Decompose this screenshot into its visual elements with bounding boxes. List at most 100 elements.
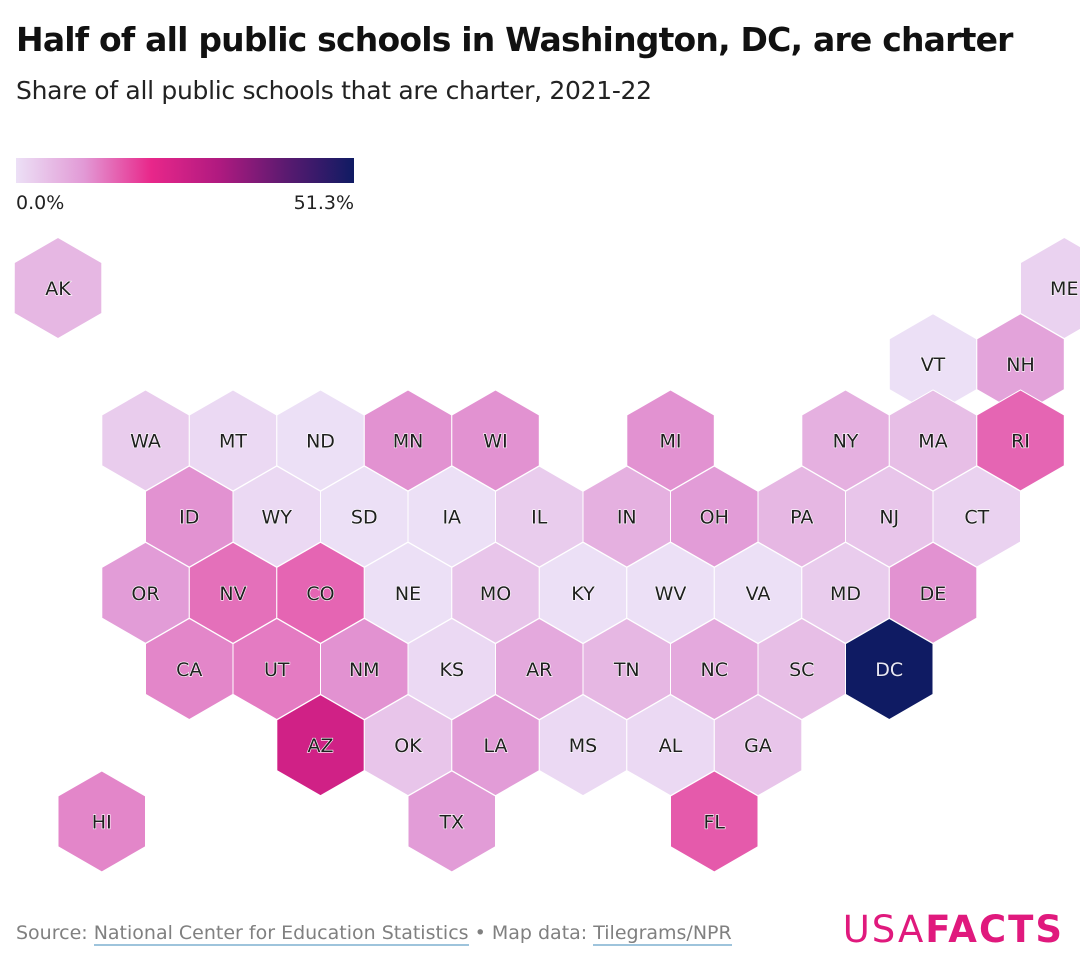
state-label-wv: WV bbox=[655, 583, 687, 605]
state-hex-ak[interactable] bbox=[13, 236, 103, 340]
state-nj[interactable]: NJ bbox=[845, 465, 934, 568]
state-label-in: IN bbox=[617, 507, 637, 529]
legend-max-label: 51.3% bbox=[293, 192, 354, 214]
legend-gradient-bar bbox=[16, 158, 354, 183]
state-wv[interactable]: WV bbox=[626, 541, 715, 644]
state-label-nc: NC bbox=[701, 659, 728, 681]
state-label-de: DE bbox=[920, 583, 947, 605]
state-tx[interactable]: TX bbox=[407, 770, 496, 873]
state-label-la: LA bbox=[483, 735, 507, 757]
state-mo[interactable]: MO bbox=[451, 541, 540, 644]
state-wa[interactable]: WA bbox=[101, 389, 190, 492]
state-hex-fl[interactable] bbox=[670, 770, 759, 873]
state-label-mo: MO bbox=[480, 583, 511, 605]
state-label-nh: NH bbox=[1006, 354, 1035, 376]
chart-title: Half of all public schools in Washington… bbox=[16, 20, 1013, 59]
usafacts-logo: USAFACTS bbox=[843, 908, 1064, 951]
state-hi[interactable]: HI bbox=[57, 770, 146, 873]
state-label-mn: MN bbox=[393, 430, 424, 452]
state-label-ne: NE bbox=[395, 583, 421, 605]
state-label-nd: ND bbox=[306, 430, 335, 452]
state-hex-dc[interactable] bbox=[845, 617, 934, 721]
state-hex-hi[interactable] bbox=[57, 770, 146, 873]
state-label-co: CO bbox=[306, 583, 334, 605]
state-ms[interactable]: MS bbox=[538, 694, 628, 797]
state-ia[interactable]: IA bbox=[407, 465, 496, 568]
logo-usa: USA bbox=[842, 908, 926, 951]
state-label-me: ME bbox=[1050, 278, 1078, 300]
state-label-ok: OK bbox=[394, 735, 422, 757]
state-in[interactable]: IN bbox=[582, 465, 671, 568]
state-ak[interactable]: AK bbox=[13, 236, 103, 340]
state-label-ny: NY bbox=[833, 430, 859, 452]
state-co[interactable]: CO bbox=[276, 541, 365, 644]
state-hex-tx[interactable] bbox=[407, 770, 496, 873]
state-label-tn: TN bbox=[613, 659, 640, 681]
logo-facts: FACTS bbox=[925, 908, 1064, 951]
state-label-nm: NM bbox=[349, 659, 380, 681]
state-fl[interactable]: FL bbox=[670, 770, 759, 873]
state-label-ar: AR bbox=[526, 659, 552, 681]
state-ne[interactable]: NE bbox=[363, 541, 453, 644]
state-al[interactable]: AL bbox=[626, 694, 715, 797]
state-oh[interactable]: OH bbox=[670, 465, 759, 568]
state-tn[interactable]: TN bbox=[582, 617, 671, 721]
state-label-id: ID bbox=[179, 507, 199, 529]
state-label-ks: KS bbox=[439, 659, 464, 681]
state-label-ky: KY bbox=[571, 583, 595, 605]
state-la[interactable]: LA bbox=[451, 694, 540, 797]
state-label-oh: OH bbox=[700, 507, 729, 529]
state-label-pa: PA bbox=[790, 507, 813, 529]
state-label-or: OR bbox=[131, 583, 159, 605]
state-label-ri: RI bbox=[1011, 430, 1030, 452]
state-label-ut: UT bbox=[264, 659, 290, 681]
state-label-sc: SC bbox=[789, 659, 814, 681]
state-wi[interactable]: WI bbox=[451, 389, 540, 492]
state-label-ms: MS bbox=[569, 735, 597, 757]
state-label-nj: NJ bbox=[879, 507, 899, 529]
state-label-md: MD bbox=[830, 583, 861, 605]
state-label-nv: NV bbox=[219, 583, 246, 605]
state-label-fl: FL bbox=[703, 811, 725, 833]
state-label-ia: IA bbox=[442, 507, 461, 529]
state-label-hi: HI bbox=[92, 811, 112, 833]
state-ca[interactable]: CA bbox=[145, 617, 234, 721]
state-label-al: AL bbox=[659, 735, 683, 757]
state-label-ak: AK bbox=[45, 278, 71, 300]
state-label-mi: MI bbox=[660, 430, 682, 452]
state-ny[interactable]: NY bbox=[801, 389, 890, 492]
source-prefix: Source: bbox=[16, 922, 94, 944]
state-de[interactable]: DE bbox=[888, 541, 978, 644]
legend-min-label: 0.0% bbox=[16, 192, 65, 214]
state-label-ma: MA bbox=[918, 430, 947, 452]
state-mn[interactable]: MN bbox=[363, 389, 453, 492]
state-label-vt: VT bbox=[921, 354, 946, 376]
state-label-ca: CA bbox=[176, 659, 202, 681]
state-label-az: AZ bbox=[307, 735, 333, 757]
source-footer: Source: National Center for Education St… bbox=[16, 922, 732, 946]
state-label-wa: WA bbox=[130, 430, 161, 452]
state-label-il: IL bbox=[531, 507, 548, 529]
state-ks[interactable]: KS bbox=[407, 617, 496, 721]
state-ct[interactable]: CT bbox=[932, 465, 1021, 568]
state-label-ga: GA bbox=[744, 735, 772, 757]
state-ky[interactable]: KY bbox=[538, 541, 628, 644]
state-dc[interactable]: DC bbox=[845, 617, 934, 721]
map-data-link[interactable]: Tilegrams/NPR bbox=[593, 922, 732, 946]
color-legend: 0.0% 51.3% bbox=[16, 158, 354, 218]
state-label-va: VA bbox=[746, 583, 771, 605]
state-label-wy: WY bbox=[262, 507, 293, 529]
state-label-ct: CT bbox=[964, 507, 989, 529]
state-label-tx: TX bbox=[438, 811, 464, 833]
state-me[interactable]: ME bbox=[1020, 236, 1080, 340]
state-az[interactable]: AZ bbox=[276, 694, 365, 797]
state-pa[interactable]: PA bbox=[757, 465, 846, 568]
state-sc[interactable]: SC bbox=[757, 617, 846, 721]
state-nc[interactable]: NC bbox=[670, 617, 759, 721]
chart-subtitle: Share of all public schools that are cha… bbox=[16, 76, 652, 105]
state-ri[interactable]: RI bbox=[976, 389, 1065, 492]
state-label-dc: DC bbox=[875, 659, 903, 681]
state-ga[interactable]: GA bbox=[713, 694, 803, 797]
source-link[interactable]: National Center for Education Statistics bbox=[93, 922, 469, 946]
hex-map: AK ME VT NH WA MT ND MN WI MI NY MA RI ID WY SD IA IL IN OH… bbox=[13, 236, 1080, 873]
